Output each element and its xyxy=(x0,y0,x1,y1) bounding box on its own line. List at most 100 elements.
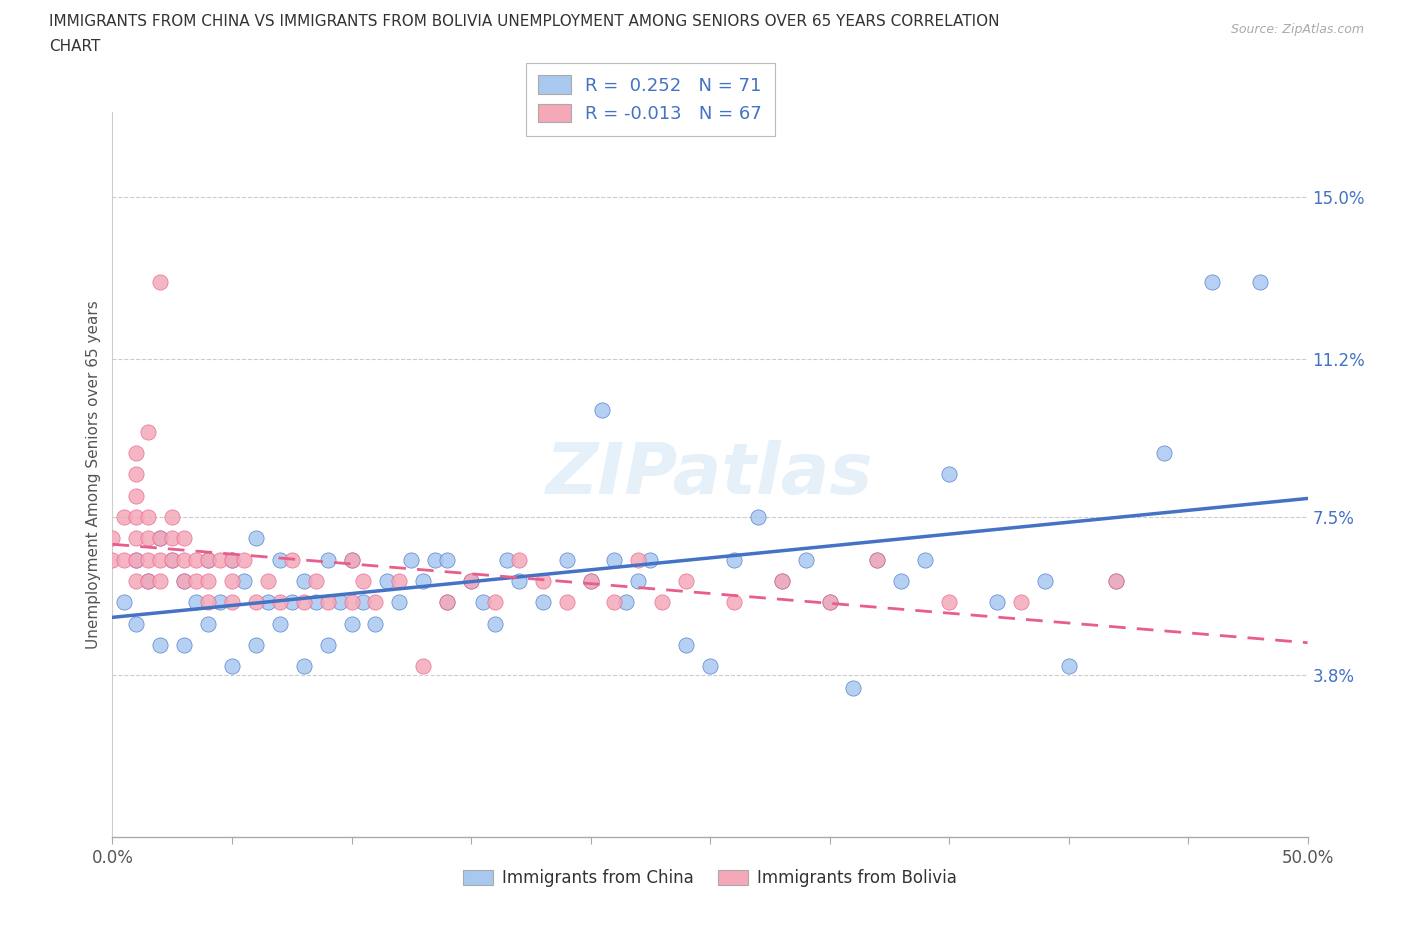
Point xyxy=(292,574,315,589)
Point xyxy=(197,595,219,610)
Point xyxy=(316,638,339,653)
Text: IMMIGRANTS FROM CHINA VS IMMIGRANTS FROM BOLIVIA UNEMPLOYMENT AMONG SENIORS OVER: IMMIGRANTS FROM CHINA VS IMMIGRANTS FROM… xyxy=(49,14,1000,29)
Point xyxy=(269,595,291,610)
Point xyxy=(412,658,434,673)
Point xyxy=(866,552,889,567)
Point xyxy=(173,531,195,546)
Point xyxy=(138,510,160,525)
Point xyxy=(329,595,352,610)
Point xyxy=(125,445,148,460)
Point xyxy=(770,574,793,589)
Point xyxy=(245,595,267,610)
Point xyxy=(197,552,219,567)
Point xyxy=(352,595,374,610)
Point xyxy=(125,552,148,567)
Point xyxy=(412,574,434,589)
Point xyxy=(938,595,960,610)
Text: CHART: CHART xyxy=(49,39,101,54)
Y-axis label: Unemployment Among Seniors over 65 years: Unemployment Among Seniors over 65 years xyxy=(86,300,101,649)
Point xyxy=(125,617,148,631)
Point xyxy=(221,574,243,589)
Point xyxy=(627,552,650,567)
Text: Source: ZipAtlas.com: Source: ZipAtlas.com xyxy=(1230,23,1364,36)
Point xyxy=(138,574,160,589)
Point xyxy=(1153,445,1175,460)
Point xyxy=(675,638,697,653)
Point xyxy=(138,574,160,589)
Point xyxy=(842,680,865,695)
Point xyxy=(162,531,183,546)
Point xyxy=(149,531,172,546)
Point xyxy=(209,595,232,610)
Point xyxy=(640,552,662,567)
Point xyxy=(125,574,148,589)
Point xyxy=(162,510,183,525)
Point xyxy=(173,574,195,589)
Point xyxy=(496,552,519,567)
Point xyxy=(592,403,614,418)
Point xyxy=(245,531,267,546)
Point xyxy=(627,574,650,589)
Point xyxy=(186,574,208,589)
Point xyxy=(508,552,530,567)
Point xyxy=(221,595,243,610)
Point xyxy=(292,658,315,673)
Point xyxy=(616,595,638,610)
Point xyxy=(114,552,135,567)
Point xyxy=(484,595,506,610)
Point xyxy=(818,595,841,610)
Point xyxy=(340,595,363,610)
Point xyxy=(101,552,124,567)
Point xyxy=(723,595,745,610)
Point xyxy=(651,595,673,610)
Point xyxy=(138,531,160,546)
Point xyxy=(425,552,447,567)
Point xyxy=(866,552,889,567)
Point xyxy=(401,552,423,567)
Point xyxy=(305,574,328,589)
Point xyxy=(173,552,195,567)
Point xyxy=(316,552,339,567)
Point xyxy=(149,638,172,653)
Point xyxy=(1057,658,1080,673)
Point xyxy=(138,552,160,567)
Point xyxy=(340,617,363,631)
Point xyxy=(221,552,243,567)
Point xyxy=(125,467,148,482)
Point xyxy=(257,574,280,589)
Point xyxy=(555,595,578,610)
Point xyxy=(292,595,315,610)
Point xyxy=(675,574,697,589)
Point xyxy=(1249,275,1271,290)
Point xyxy=(531,574,554,589)
Point xyxy=(233,552,256,567)
Point xyxy=(986,595,1008,610)
Point xyxy=(1105,574,1128,589)
Point xyxy=(173,574,195,589)
Point xyxy=(162,552,183,567)
Point xyxy=(1105,574,1128,589)
Point xyxy=(460,574,482,589)
Point xyxy=(1010,595,1032,610)
Point xyxy=(209,552,232,567)
Point xyxy=(699,658,721,673)
Point xyxy=(197,617,219,631)
Point xyxy=(233,574,256,589)
Point xyxy=(281,595,304,610)
Point xyxy=(316,595,339,610)
Point xyxy=(818,595,841,610)
Point xyxy=(197,574,219,589)
Point xyxy=(221,658,243,673)
Point xyxy=(101,531,124,546)
Point xyxy=(377,574,399,589)
Point xyxy=(388,574,411,589)
Point xyxy=(269,552,291,567)
Point xyxy=(221,552,243,567)
Point xyxy=(364,595,387,610)
Legend: Immigrants from China, Immigrants from Bolivia: Immigrants from China, Immigrants from B… xyxy=(457,863,963,894)
Point xyxy=(125,552,148,567)
Point xyxy=(938,467,960,482)
Point xyxy=(1201,275,1223,290)
Point xyxy=(173,638,195,653)
Point xyxy=(388,595,411,610)
